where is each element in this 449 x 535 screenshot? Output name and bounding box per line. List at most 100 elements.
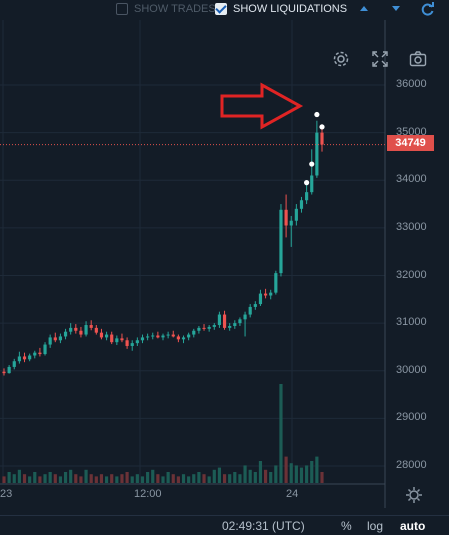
price-tick-label: 30000 xyxy=(396,363,427,376)
volume-bar xyxy=(176,476,180,483)
candle-body xyxy=(84,325,88,335)
candle-body xyxy=(110,334,114,343)
volume-bar xyxy=(320,472,324,483)
candle-body xyxy=(151,335,155,337)
arrow-down-icon[interactable] xyxy=(392,6,400,11)
refresh-icon[interactable] xyxy=(420,2,435,17)
candle-body xyxy=(299,200,304,209)
candle-body xyxy=(222,314,227,328)
candle-body xyxy=(69,327,73,332)
volume-bar xyxy=(202,474,206,483)
volume-bar xyxy=(315,456,319,483)
volume-bar xyxy=(28,476,32,483)
candle-body xyxy=(2,371,6,374)
volume-bar xyxy=(192,474,196,483)
time-tick-label: 12:00 xyxy=(134,488,162,500)
candle-body xyxy=(310,175,314,193)
volume-bar xyxy=(7,472,11,483)
price-tick-label: 31000 xyxy=(396,316,427,329)
volume-bar xyxy=(279,384,283,483)
annotation-arrow-icon xyxy=(220,82,304,130)
candle-body xyxy=(315,132,319,176)
volume-bar xyxy=(125,472,129,483)
volume-bar xyxy=(38,476,42,483)
show-liquidations-label[interactable]: SHOW LIQUIDATIONS xyxy=(233,3,348,15)
candle-body xyxy=(140,337,145,341)
candle-body xyxy=(89,325,93,328)
candle-body xyxy=(38,352,42,355)
volume-bar xyxy=(146,472,150,483)
camera-snapshot-icon[interactable] xyxy=(408,49,428,69)
settings-gear-icon[interactable] xyxy=(331,49,351,69)
candle-body xyxy=(274,273,278,293)
arrow-up-icon[interactable] xyxy=(360,6,368,11)
chart-bottom-bar: 02:49:31 (UTC) % log auto xyxy=(0,515,449,535)
candle-body xyxy=(43,344,47,355)
price-tick-label: 33000 xyxy=(396,220,427,233)
candle-body xyxy=(48,337,52,345)
fullscreen-expand-icon[interactable] xyxy=(370,49,390,69)
volume-bar xyxy=(22,474,27,483)
candle-body xyxy=(156,335,160,338)
volume-bar xyxy=(207,476,211,483)
show-liquidations-checkbox[interactable] xyxy=(215,3,227,15)
candle-body xyxy=(176,336,180,340)
volume-bar xyxy=(58,476,63,483)
candle-body xyxy=(33,352,37,356)
candle-body xyxy=(74,327,78,331)
candle-body xyxy=(125,340,129,346)
volume-bar xyxy=(253,472,257,483)
volume-bar xyxy=(94,476,98,483)
candle-body xyxy=(305,192,309,201)
candle-body xyxy=(202,327,206,329)
volume-bar xyxy=(274,465,278,483)
candle-body xyxy=(269,292,273,296)
volume-bar xyxy=(171,474,175,483)
volume-bar xyxy=(79,476,83,483)
volume-bar xyxy=(151,469,155,483)
candle-body xyxy=(228,325,232,328)
candle-body xyxy=(192,330,196,335)
volume-bar xyxy=(258,461,263,483)
candle-body xyxy=(207,326,211,329)
volume-bar xyxy=(269,472,273,483)
price-tick-label: 34000 xyxy=(396,173,427,186)
candle-body xyxy=(17,356,21,362)
liquidation-dot xyxy=(314,111,320,118)
log-scale-button[interactable]: log xyxy=(367,519,384,533)
candle-body xyxy=(187,334,191,338)
volume-bar xyxy=(99,474,104,483)
volume-bar xyxy=(135,474,139,483)
volume-bar xyxy=(120,474,124,483)
show-trades-label[interactable]: SHOW TRADES xyxy=(134,3,216,15)
candle-body xyxy=(243,314,247,320)
volume-bar xyxy=(130,476,134,483)
candle-body xyxy=(253,304,257,307)
volume-bar xyxy=(212,469,216,483)
volume-bar xyxy=(243,465,247,483)
volume-bar xyxy=(228,474,232,483)
volume-bar xyxy=(305,465,309,483)
candle-body xyxy=(197,327,201,331)
show-trades-checkbox[interactable] xyxy=(116,3,128,15)
volume-bar xyxy=(299,467,304,483)
price-chart[interactable] xyxy=(0,20,449,515)
candle-body xyxy=(22,356,27,360)
volume-bar xyxy=(294,465,298,483)
candle-body xyxy=(53,337,57,341)
candle-body xyxy=(217,314,222,326)
volume-bar xyxy=(69,469,73,483)
candle-body xyxy=(7,366,11,374)
candle-body xyxy=(248,306,252,315)
volume-bar xyxy=(181,474,186,483)
volume-bar xyxy=(84,469,88,483)
candle-body xyxy=(263,293,268,296)
axis-settings-icon[interactable] xyxy=(406,487,422,503)
volume-bar xyxy=(161,476,165,483)
auto-scale-button[interactable]: auto xyxy=(400,519,426,533)
volume-bar xyxy=(248,469,252,483)
liquidation-markers xyxy=(304,111,325,186)
volume-bar xyxy=(310,461,314,483)
percent-scale-button[interactable]: % xyxy=(341,519,352,533)
volume-bar xyxy=(197,472,201,483)
